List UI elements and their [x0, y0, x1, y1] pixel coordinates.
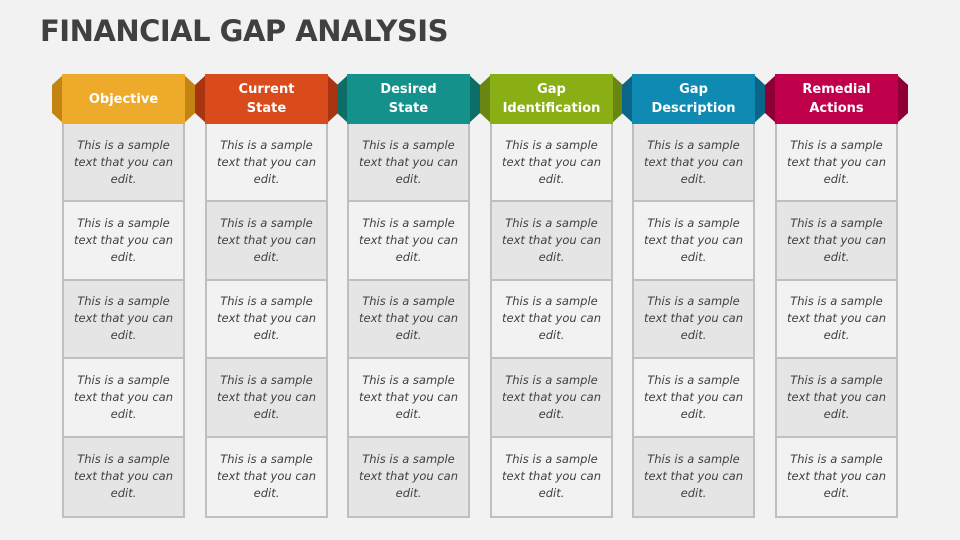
header-wing-right	[753, 74, 765, 124]
table-cell[interactable]: This is a sample text that you can edit.	[634, 124, 753, 203]
table-cell[interactable]: This is a sample text that you can edit.	[349, 202, 468, 281]
column-header: Desired State	[337, 74, 480, 124]
column-desired-state: Desired State This is a sample text that…	[337, 74, 480, 518]
table-cell[interactable]: This is a sample text that you can edit.	[777, 437, 896, 516]
table-cell[interactable]: This is a sample text that you can edit.	[492, 124, 611, 203]
header-wing-left	[480, 74, 492, 124]
column-header: Gap Identification	[480, 74, 623, 124]
column-current-state: Current State This is a sample text that…	[195, 74, 338, 518]
table-cell[interactable]: This is a sample text that you can edit.	[207, 437, 326, 516]
table-cell[interactable]: This is a sample text that you can edit.	[777, 202, 896, 281]
table-cell[interactable]: This is a sample text that you can edit.	[777, 359, 896, 438]
table-cell[interactable]: This is a sample text that you can edit.	[492, 280, 611, 360]
table-cell[interactable]: This is a sample text that you can edit.	[207, 202, 326, 281]
header-wing-right	[183, 74, 195, 124]
column-header: Current State	[195, 74, 338, 124]
table-cell[interactable]: This is a sample text that you can edit.	[349, 359, 468, 438]
table-cell[interactable]: This is a sample text that you can edit.	[492, 202, 611, 281]
table-cell[interactable]: This is a sample text that you can edit.	[777, 280, 896, 360]
header-label: Gap Description	[632, 74, 755, 124]
table-cell[interactable]: This is a sample text that you can edit.	[492, 359, 611, 438]
header-wing-left	[195, 74, 207, 124]
header-label: Remedial Actions	[775, 74, 898, 124]
header-wing-left	[337, 74, 349, 124]
header-wing-right	[611, 74, 623, 124]
table-cell[interactable]: This is a sample text that you can edit.	[64, 437, 183, 516]
table-cell[interactable]: This is a sample text that you can edit.	[207, 124, 326, 203]
header-label: Desired State	[347, 74, 470, 124]
table-cell[interactable]: This is a sample text that you can edit.	[492, 437, 611, 516]
table-cell[interactable]: This is a sample text that you can edit.	[64, 202, 183, 281]
table-cell[interactable]: This is a sample text that you can edit.	[349, 124, 468, 203]
table-cell[interactable]: This is a sample text that you can edit.	[207, 280, 326, 360]
table-cell[interactable]: This is a sample text that you can edit.	[634, 280, 753, 360]
column-remedial-actions: Remedial Actions This is a sample text t…	[765, 74, 908, 518]
header-wing-left	[622, 74, 634, 124]
table-cell[interactable]: This is a sample text that you can edit.	[634, 359, 753, 438]
table-cell[interactable]: This is a sample text that you can edit.	[64, 124, 183, 203]
header-wing-left	[765, 74, 777, 124]
table-cell[interactable]: This is a sample text that you can edit.	[634, 437, 753, 516]
header-label: Gap Identification	[490, 74, 613, 124]
header-wing-left	[52, 74, 64, 124]
column-header: Objective	[52, 74, 195, 124]
header-wing-right	[896, 74, 908, 124]
table-cell[interactable]: This is a sample text that you can edit.	[64, 280, 183, 360]
column-objective: Objective This is a sample text that you…	[52, 74, 195, 518]
column-gap-identification: Gap Identification This is a sample text…	[480, 74, 623, 518]
column-gap-description: Gap Description This is a sample text th…	[622, 74, 765, 518]
page-title: FINANCIAL GAP ANALYSIS	[40, 14, 448, 48]
header-wing-right	[326, 74, 338, 124]
header-wing-right	[468, 74, 480, 124]
table-cell[interactable]: This is a sample text that you can edit.	[64, 359, 183, 438]
table-cell[interactable]: This is a sample text that you can edit.	[777, 124, 896, 203]
table-cell[interactable]: This is a sample text that you can edit.	[207, 359, 326, 438]
column-header: Remedial Actions	[765, 74, 908, 124]
table-cell[interactable]: This is a sample text that you can edit.	[349, 437, 468, 516]
table-cell[interactable]: This is a sample text that you can edit.	[349, 280, 468, 360]
column-header: Gap Description	[622, 74, 765, 124]
header-label: Objective	[62, 74, 185, 124]
table-cell[interactable]: This is a sample text that you can edit.	[634, 202, 753, 281]
header-label: Current State	[205, 74, 328, 124]
